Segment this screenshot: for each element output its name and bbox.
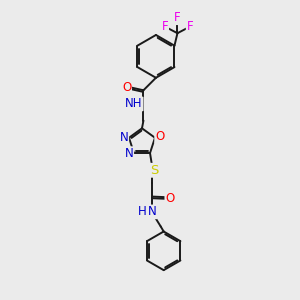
Text: N: N xyxy=(124,147,133,160)
Text: O: O xyxy=(122,81,131,94)
Text: N: N xyxy=(148,206,157,218)
Text: S: S xyxy=(150,164,158,177)
Text: H: H xyxy=(138,206,146,218)
Text: N: N xyxy=(119,131,128,144)
Text: F: F xyxy=(162,20,168,33)
Text: F: F xyxy=(174,11,181,24)
Text: F: F xyxy=(187,20,193,33)
Text: NH: NH xyxy=(125,98,143,110)
Text: O: O xyxy=(165,192,175,205)
Text: O: O xyxy=(155,130,164,143)
